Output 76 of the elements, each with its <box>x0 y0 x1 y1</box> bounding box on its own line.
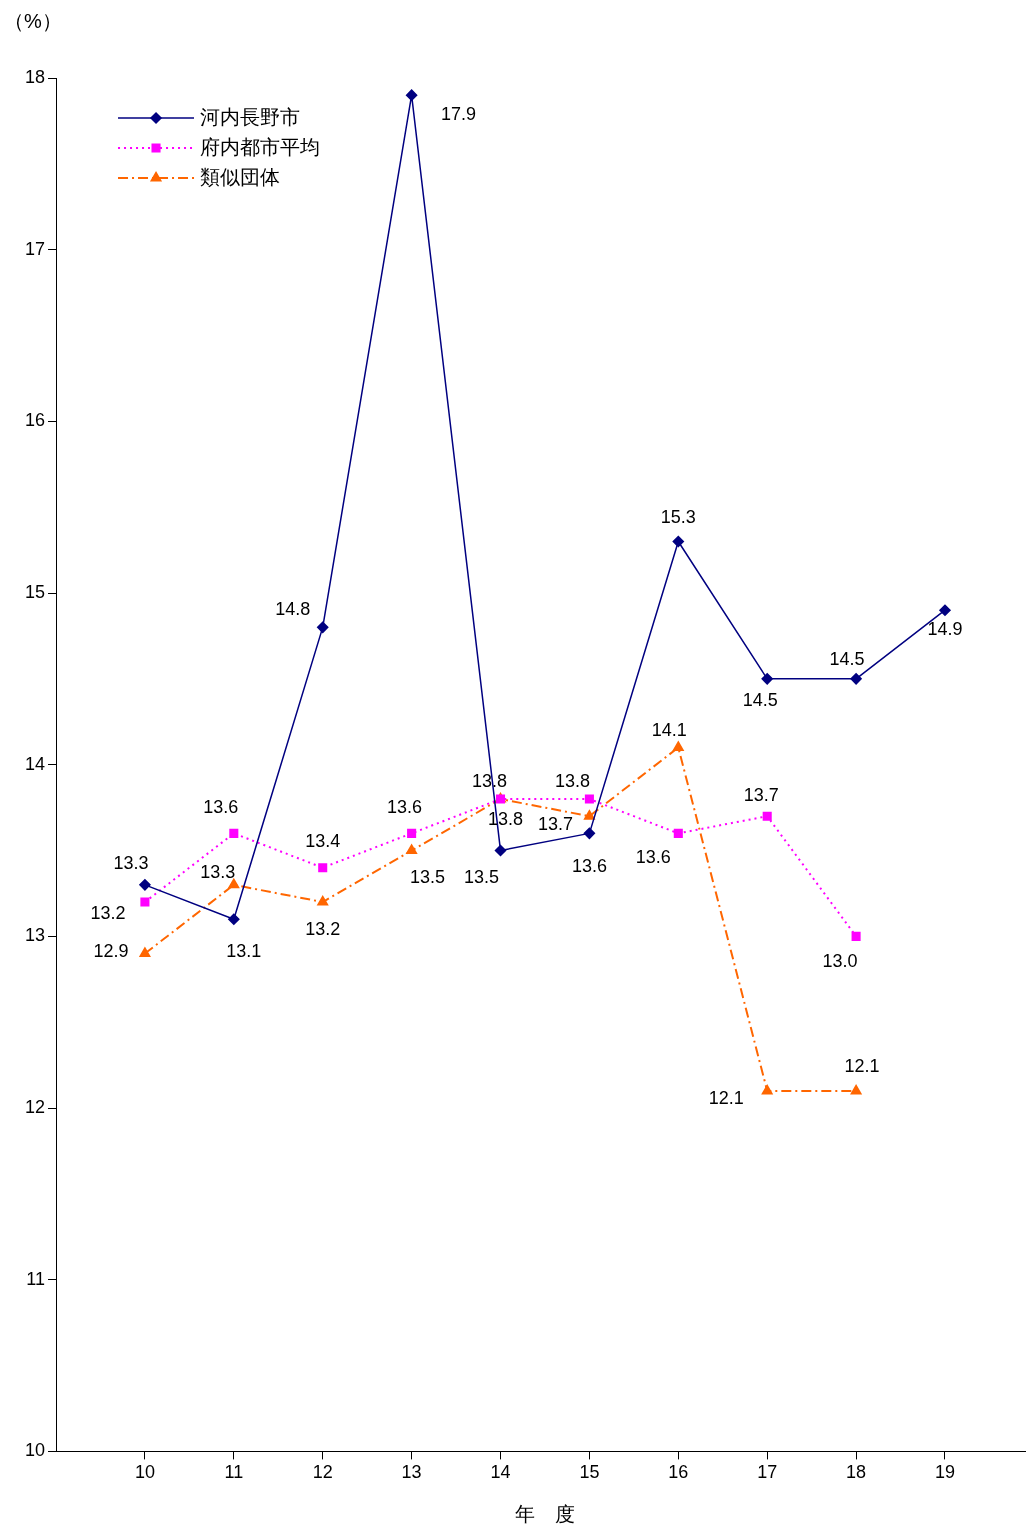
point <box>228 913 240 925</box>
data-label: 17.9 <box>441 104 477 125</box>
data-label: 13.2 <box>90 903 126 924</box>
y-tick-label: 12 <box>24 1097 46 1118</box>
y-tick-label: 13 <box>24 925 46 946</box>
data-label: 13.7 <box>537 814 573 835</box>
x-tick-label: 11 <box>224 1462 244 1483</box>
point <box>584 794 594 804</box>
y-tick-label: 16 <box>24 410 46 431</box>
data-label: 13.5 <box>410 866 446 887</box>
data-label: 14.5 <box>829 648 865 669</box>
data-label: 14.8 <box>275 599 311 620</box>
point <box>672 741 684 752</box>
point <box>140 897 150 907</box>
y-tick-label: 15 <box>24 581 46 602</box>
point <box>406 844 417 855</box>
x-tick-label: 16 <box>668 1462 689 1483</box>
point <box>494 844 507 857</box>
data-label: 13.1 <box>226 941 262 962</box>
x-tick-label: 13 <box>401 1462 422 1483</box>
data-label: 12.9 <box>93 940 129 961</box>
point <box>405 89 418 101</box>
point <box>318 863 328 873</box>
data-label: 13.6 <box>387 797 423 818</box>
point <box>316 621 329 634</box>
y-tick-label: 17 <box>24 238 46 259</box>
x-tick-label: 15 <box>579 1462 600 1483</box>
point <box>317 896 329 906</box>
point <box>850 673 862 685</box>
point <box>672 535 685 548</box>
point <box>762 811 772 821</box>
data-label: 13.6 <box>635 847 671 868</box>
y-tick-label: 11 <box>26 1268 46 1289</box>
data-label: 13.3 <box>200 861 236 882</box>
data-label: 13.2 <box>305 919 341 940</box>
point <box>761 1084 773 1095</box>
y-axis-title: （%） <box>4 9 62 32</box>
point <box>407 828 417 838</box>
point <box>673 828 683 838</box>
legend-label: 河内長野市 <box>200 105 301 128</box>
y-tick-label: 10 <box>24 1440 46 1461</box>
point <box>139 947 151 958</box>
point <box>584 810 595 820</box>
data-label: 13.6 <box>203 797 239 818</box>
legend-label: 府内都市平均 <box>200 135 321 158</box>
data-label: 12.1 <box>708 1087 744 1108</box>
legend-label: 類似団体 <box>200 165 281 188</box>
point <box>939 604 951 616</box>
point <box>228 878 240 889</box>
data-label: 13.0 <box>822 951 858 972</box>
data-label: 12.1 <box>844 1055 880 1076</box>
x-tick-label: 12 <box>312 1462 333 1483</box>
point <box>850 1084 862 1095</box>
x-tick-label: 17 <box>757 1462 778 1483</box>
x-tick-label: 10 <box>134 1462 155 1483</box>
point <box>761 673 773 685</box>
data-label: 13.8 <box>554 771 590 791</box>
data-label: 13.7 <box>743 785 779 806</box>
point <box>139 879 151 891</box>
data-label: 15.3 <box>660 507 696 528</box>
point <box>851 931 861 941</box>
data-label: 14.5 <box>742 689 778 710</box>
point <box>583 827 596 840</box>
x-axis-title: 年 度 <box>514 1502 575 1525</box>
data-label: 14.1 <box>651 719 687 740</box>
data-label: 14.9 <box>927 619 963 640</box>
data-label: 13.6 <box>571 856 607 877</box>
y-tick-label: 14 <box>24 753 46 774</box>
data-label: 13.4 <box>305 830 341 851</box>
x-tick-label: 19 <box>934 1462 956 1483</box>
point <box>229 828 239 838</box>
x-tick-label: 18 <box>846 1462 867 1483</box>
y-tick-label: 18 <box>24 66 46 87</box>
data-label: 13.5 <box>463 866 500 887</box>
x-tick-label: 14 <box>490 1462 511 1483</box>
data-label: 13.3 <box>113 852 149 873</box>
